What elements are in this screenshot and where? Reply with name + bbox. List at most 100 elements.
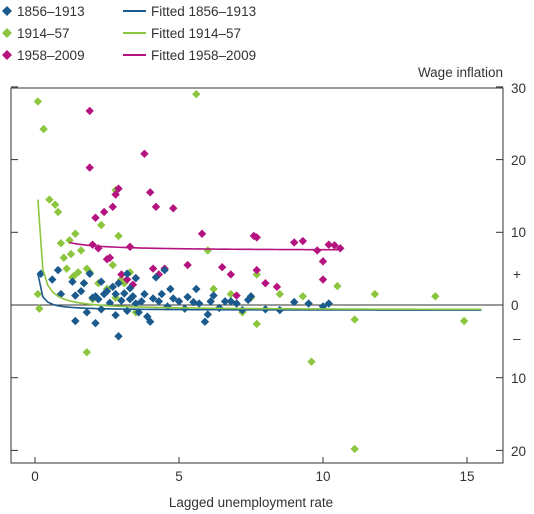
data-point-series-0: [137, 297, 146, 306]
x-tick-label: 10: [315, 469, 330, 484]
data-point-series-0: [79, 278, 89, 288]
data-points: [33, 89, 469, 454]
data-point-series-0: [194, 299, 204, 308]
fitted-line-1: [37, 199, 482, 311]
legend-item-fitted-2: Fitted 1958–2009: [123, 48, 256, 63]
legend-item-fitted-0: Fitted 1856–1913: [123, 4, 256, 19]
data-point-series-0: [97, 277, 106, 286]
y-tick-label: 0: [511, 298, 519, 313]
data-point-series-0: [128, 292, 138, 301]
data-point-series-1: [65, 236, 74, 245]
legend-marker-series-1: [2, 28, 12, 38]
data-point-series-1: [209, 284, 218, 294]
legend-marker-series-2: [2, 50, 12, 60]
data-point-series-1: [431, 292, 440, 301]
data-point-series-2: [252, 265, 261, 275]
data-point-series-2: [298, 236, 308, 246]
data-point-series-0: [88, 293, 97, 302]
y-tick-label: 20: [511, 153, 526, 168]
data-point-series-1: [459, 316, 469, 326]
data-point-series-1: [50, 200, 60, 209]
data-point-series-2: [151, 202, 161, 212]
data-point-series-2: [313, 246, 322, 255]
data-point-series-2: [125, 242, 135, 252]
data-point-series-2: [108, 202, 117, 212]
data-point-series-2: [183, 260, 192, 270]
data-point-series-2: [324, 240, 333, 249]
data-point-series-0: [163, 302, 172, 311]
fitted-line-0: [37, 273, 482, 311]
fitted-line-2: [69, 241, 341, 251]
data-point-series-0: [226, 297, 236, 306]
data-point-series-0: [76, 286, 86, 296]
data-point-series-1: [252, 270, 261, 279]
data-point-series-1: [66, 249, 76, 259]
data-point-series-1: [350, 444, 359, 454]
data-point-series-2: [99, 207, 109, 217]
data-point-series-0: [157, 289, 166, 299]
data-point-series-2: [226, 270, 236, 279]
data-point-series-0: [102, 286, 112, 296]
data-point-series-2: [318, 257, 328, 266]
data-point-series-0: [111, 289, 120, 299]
data-point-series-1: [275, 289, 284, 299]
data-point-series-1: [35, 304, 44, 313]
data-point-series-2: [105, 253, 115, 262]
data-point-series-0: [71, 291, 80, 300]
data-point-series-0: [85, 269, 94, 278]
legend-item-series-0: 1856–1913: [2, 4, 85, 19]
data-point-series-0: [183, 292, 192, 302]
y-tick-label: 10: [511, 225, 526, 240]
x-tick-label: 5: [175, 469, 183, 484]
data-point-series-2: [330, 241, 339, 250]
data-point-series-0: [91, 318, 100, 328]
data-point-series-1: [33, 289, 43, 299]
data-point-series-1: [39, 124, 48, 134]
data-point-series-0: [246, 292, 256, 301]
data-point-series-1: [111, 185, 120, 195]
data-point-series-2: [232, 291, 241, 300]
data-point-series-0: [71, 316, 80, 326]
data-point-series-0: [108, 282, 117, 292]
data-point-series-0: [220, 297, 230, 306]
data-point-series-1: [82, 348, 92, 357]
data-point-series-1: [56, 239, 66, 248]
data-point-series-2: [148, 264, 158, 273]
data-point-series-0: [151, 273, 161, 282]
data-point-series-0: [203, 310, 212, 319]
data-point-series-1: [370, 289, 380, 299]
legend: 1856–1913 1914–57 1958–2009 Fitted 1856–…: [2, 4, 256, 63]
data-point-series-1: [69, 271, 79, 281]
legend-label-series-2: 1958–2009: [17, 48, 85, 63]
data-point-series-1: [45, 195, 54, 204]
data-point-series-2: [88, 240, 97, 249]
data-point-series-2: [261, 278, 270, 288]
data-point-series-2: [117, 270, 126, 279]
data-point-series-1: [350, 315, 359, 324]
data-point-series-0: [122, 269, 132, 278]
data-point-series-1: [74, 268, 83, 277]
legend-label-series-1: 1914–57: [17, 26, 70, 41]
data-point-series-1: [192, 89, 201, 99]
data-point-series-1: [71, 229, 80, 238]
data-point-series-0: [146, 317, 155, 326]
data-point-series-0: [166, 284, 175, 294]
y-sign-plus: +: [513, 267, 521, 282]
data-point-series-1: [114, 231, 123, 241]
data-point-series-2: [85, 163, 94, 172]
data-point-series-0: [48, 275, 57, 284]
data-point-series-1: [298, 292, 308, 301]
data-point-series-1: [108, 260, 117, 270]
data-point-series-0: [148, 294, 158, 303]
x-axis-title: Lagged unemployment rate: [169, 495, 333, 510]
data-point-series-0: [200, 317, 210, 326]
data-point-series-2: [114, 184, 123, 193]
data-point-series-1: [333, 281, 342, 291]
x-tick-label: 0: [31, 469, 39, 484]
data-point-series-0: [111, 310, 120, 320]
y-sign-minus: –: [513, 331, 521, 346]
data-point-series-0: [206, 297, 215, 306]
data-point-series-0: [114, 332, 123, 341]
data-point-series-2: [218, 262, 227, 272]
